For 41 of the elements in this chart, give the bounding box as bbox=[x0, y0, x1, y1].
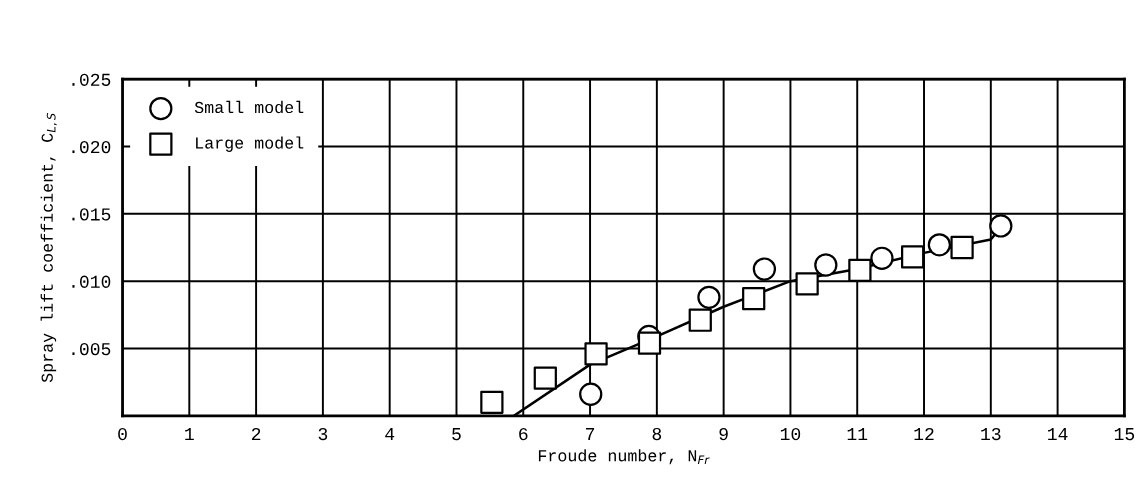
y-tick-label: .005 bbox=[72, 342, 111, 356]
point bbox=[637, 331, 662, 355]
x-tick-label: 11 bbox=[847, 428, 868, 440]
legend-label: Small model bbox=[194, 100, 304, 114]
x-tick-label: 0 bbox=[118, 427, 127, 441]
point bbox=[795, 272, 819, 296]
point bbox=[533, 366, 557, 390]
point bbox=[927, 233, 952, 257]
y-tick-label: .015 bbox=[72, 208, 111, 221]
legend-label: Large model bbox=[196, 136, 304, 152]
x-tick-label: 7 bbox=[586, 428, 595, 440]
x-tick-label: 4 bbox=[385, 428, 395, 440]
point bbox=[688, 308, 712, 332]
point bbox=[584, 342, 608, 366]
x-axis-title: Froude number, N$_{Fr}$ bbox=[538, 449, 710, 465]
y-tick-label: .010 bbox=[72, 275, 111, 288]
x-tick-label: 13 bbox=[981, 427, 1001, 441]
x-tick-label: 1 bbox=[185, 428, 194, 440]
point bbox=[848, 258, 872, 283]
point bbox=[870, 246, 894, 270]
y-axis-title: Spray lift coefficient, C$_{L,S}$ bbox=[40, 113, 57, 383]
x-tick-label: 10 bbox=[780, 427, 801, 441]
y-tick-label: .020 bbox=[72, 140, 111, 154]
point bbox=[901, 245, 925, 269]
point bbox=[752, 257, 777, 281]
x-tick-label: 2 bbox=[251, 427, 261, 440]
x-tick-label: 9 bbox=[719, 427, 728, 441]
point bbox=[480, 390, 504, 414]
point bbox=[989, 214, 1013, 238]
point bbox=[950, 235, 974, 260]
x-tick-label: 3 bbox=[318, 427, 328, 441]
point bbox=[697, 285, 721, 309]
x-tick-label: 8 bbox=[652, 427, 662, 441]
x-tick-label: 5 bbox=[452, 428, 461, 441]
y-tick-label: .025 bbox=[72, 73, 111, 86]
point bbox=[579, 382, 603, 406]
x-tick-label: 15 bbox=[1114, 428, 1135, 441]
x-tick-label: 12 bbox=[914, 427, 934, 440]
x-tick-label: 6 bbox=[519, 427, 528, 441]
x-tick-label: 14 bbox=[1048, 428, 1068, 440]
point bbox=[742, 287, 766, 311]
